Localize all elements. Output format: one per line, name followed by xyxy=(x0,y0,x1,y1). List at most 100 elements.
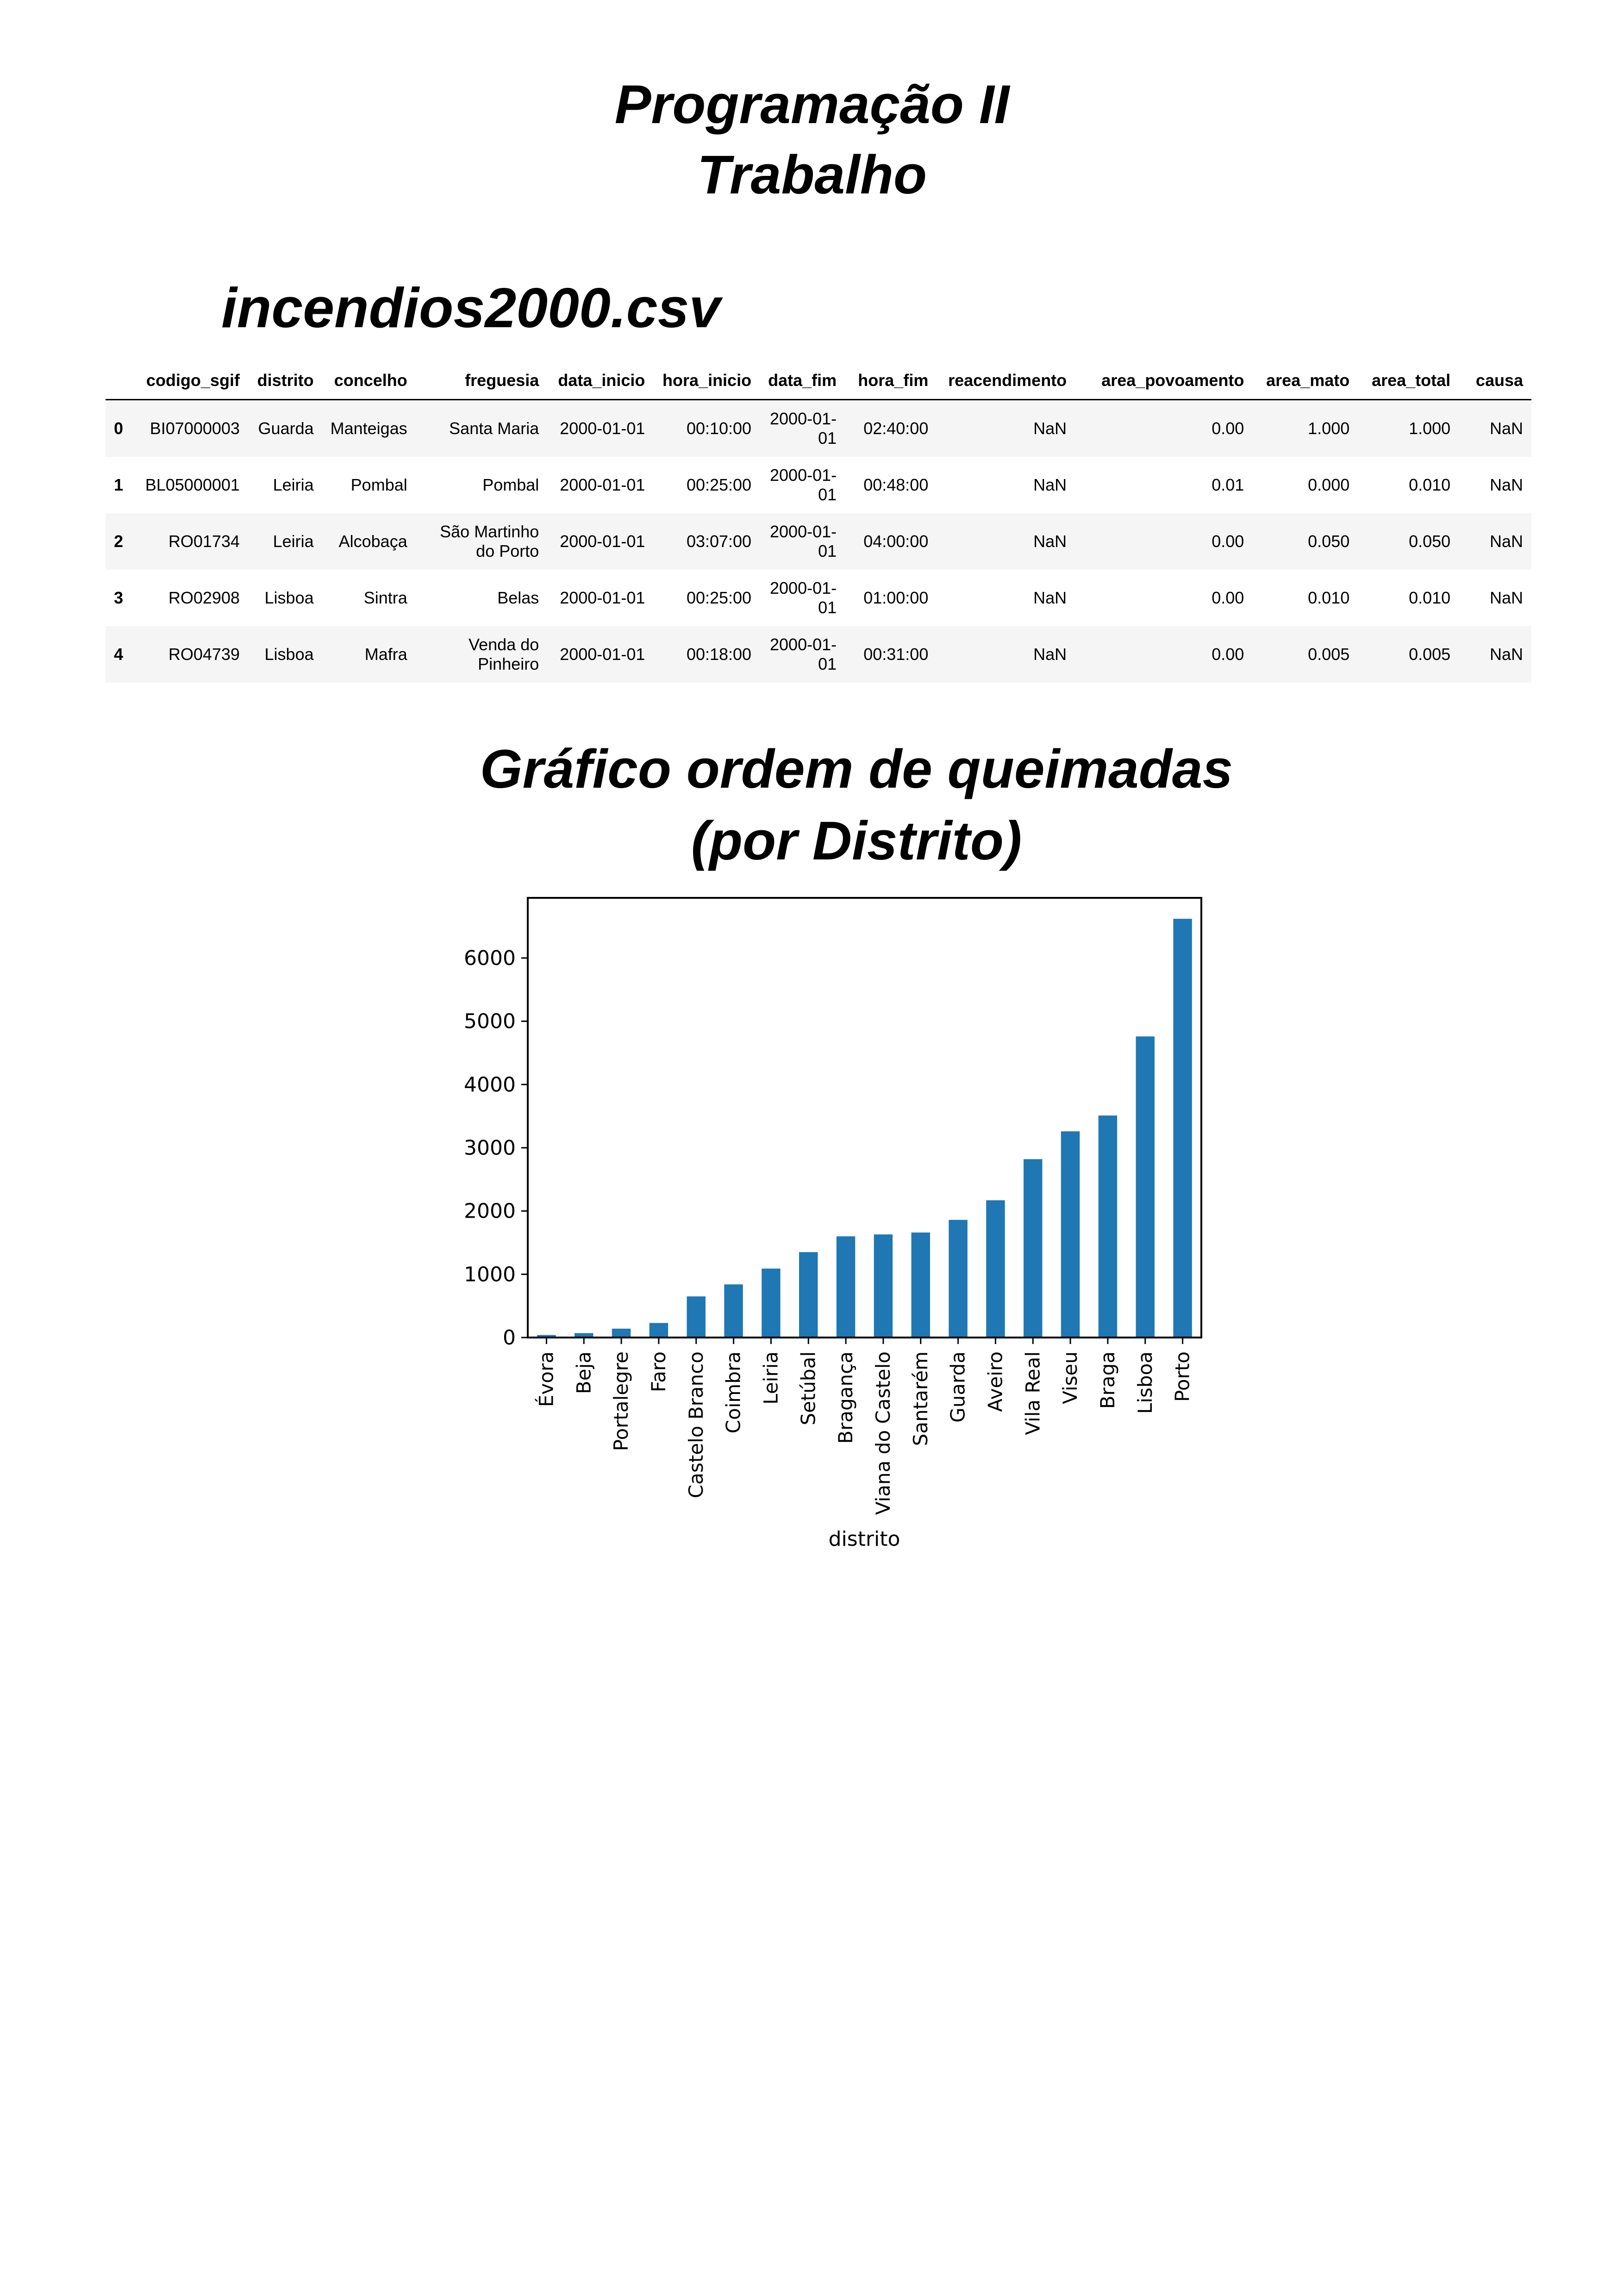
cell-data-inicio: 2000-01-01 xyxy=(560,645,645,664)
cell-distrito: Guarda xyxy=(258,419,314,438)
header-index xyxy=(106,362,133,400)
cell-area-mato: 0.005 xyxy=(1308,645,1350,664)
bar xyxy=(649,1323,668,1338)
cell-area-mato: 0.000 xyxy=(1308,475,1350,494)
cell-area-povoamento: 0.00 xyxy=(1212,645,1244,664)
bar xyxy=(1098,1115,1118,1338)
cell-data-fim: 2000-01-01 xyxy=(770,635,837,673)
cell-area-povoamento: 0.01 xyxy=(1212,475,1244,494)
row-index: 0 xyxy=(114,419,124,438)
cell-area-total: 1.000 xyxy=(1409,419,1451,438)
x-tick-label: Faro xyxy=(647,1351,670,1392)
header-concelho: concelho xyxy=(322,362,416,400)
cell-concelho: Mafra xyxy=(364,645,407,664)
y-tick-label: 2000 xyxy=(464,1200,516,1223)
header-hora-fim: hora_fim xyxy=(845,362,937,400)
bar xyxy=(1061,1131,1080,1338)
cell-area-total: 0.050 xyxy=(1409,532,1451,551)
cell-hora-fim: 01:00:00 xyxy=(863,588,929,607)
header-area-povoamento: area_povoamento xyxy=(1075,362,1253,400)
x-tick-label: Coimbra xyxy=(722,1351,745,1433)
cell-hora-inicio: 00:18:00 xyxy=(686,645,752,664)
bar xyxy=(836,1236,856,1338)
cell-hora-inicio: 00:10:00 xyxy=(686,419,752,438)
row-index: 3 xyxy=(114,588,124,607)
header-data-fim: data_fim xyxy=(760,362,845,400)
x-tick-label: Aveiro xyxy=(984,1351,1006,1412)
cell-concelho: Sintra xyxy=(363,588,407,607)
cell-data-fim: 2000-01-01 xyxy=(770,466,837,504)
cell-freguesia: Pombal xyxy=(482,475,539,494)
x-tick-label: Beja xyxy=(572,1351,595,1394)
x-tick-label: Vila Real xyxy=(1021,1351,1044,1435)
cell-codigo-sgif: BL05000001 xyxy=(145,475,240,494)
document-title-line-1: Programação II xyxy=(614,74,1010,135)
cell-area-mato: 1.000 xyxy=(1308,419,1350,438)
cell-causa: NaN xyxy=(1489,475,1523,494)
cell-data-fim: 2000-01-01 xyxy=(770,579,837,617)
y-tick-label: 6000 xyxy=(464,946,516,970)
x-tick-label: Setúbal xyxy=(797,1351,819,1425)
cell-data-inicio: 2000-01-01 xyxy=(560,588,645,607)
y-tick-label: 3000 xyxy=(464,1136,516,1160)
cell-area-povoamento: 0.00 xyxy=(1212,588,1244,607)
cell-codigo-sgif: RO01734 xyxy=(168,532,240,551)
cell-area-total: 0.010 xyxy=(1409,475,1451,494)
x-tick-label: Lisboa xyxy=(1134,1351,1156,1414)
x-tick-label: Bragança xyxy=(834,1351,857,1444)
x-axis-label: distrito xyxy=(829,1527,900,1551)
bar xyxy=(986,1200,1005,1338)
bar xyxy=(1024,1159,1043,1338)
cell-data-inicio: 2000-01-01 xyxy=(560,532,645,551)
header-codigo-sgif: codigo_sgif xyxy=(133,362,248,400)
x-tick-label: Viseu xyxy=(1059,1351,1081,1404)
bar xyxy=(537,1335,556,1338)
cell-reacendimento: NaN xyxy=(1033,419,1067,438)
cell-distrito: Lisboa xyxy=(264,588,314,607)
cell-data-fim: 2000-01-01 xyxy=(770,522,837,560)
header-data-inicio: data_inicio xyxy=(547,362,654,400)
table-row: 0 BI07000003 Guarda Manteigas Santa Mari… xyxy=(106,399,1531,457)
cell-freguesia: Santa Maria xyxy=(449,419,539,438)
cell-reacendimento: NaN xyxy=(1033,588,1067,607)
cell-freguesia: Venda do Pinheiro xyxy=(468,635,539,673)
chart-heading-line-1: Gráfico ordem de queimadas xyxy=(480,739,1233,800)
x-axis: Évora Beja Portalegre Faro Castelo Branco Coi… xyxy=(534,1338,1194,1515)
file-heading: incendios2000.csv xyxy=(221,276,721,339)
cell-hora-inicio: 00:25:00 xyxy=(686,475,752,494)
bar xyxy=(1136,1036,1155,1338)
y-axis: 0 1000 2000 3000 4000 5000 6000 xyxy=(464,946,528,1350)
cell-codigo-sgif: BI07000003 xyxy=(150,419,240,438)
bar xyxy=(949,1220,968,1338)
cell-causa: NaN xyxy=(1489,588,1523,607)
cell-causa: NaN xyxy=(1489,645,1523,664)
x-tick-label: Leiria xyxy=(759,1351,782,1405)
y-tick-label: 0 xyxy=(503,1326,516,1350)
bar xyxy=(724,1284,743,1338)
table-row: 3 RO02908 Lisboa Sintra Belas 2000-01-01… xyxy=(106,570,1531,626)
y-tick-label: 5000 xyxy=(464,1010,516,1033)
cell-reacendimento: NaN xyxy=(1033,475,1067,494)
cell-hora-fim: 00:48:00 xyxy=(863,475,929,494)
x-tick-label: Guarda xyxy=(947,1351,969,1423)
document-title: Programação II Trabalho xyxy=(0,69,1624,210)
header-causa: causa xyxy=(1459,362,1531,400)
cell-concelho: Pombal xyxy=(350,475,407,494)
cell-distrito: Lisboa xyxy=(264,645,314,664)
cell-reacendimento: NaN xyxy=(1033,645,1067,664)
header-area-total: area_total xyxy=(1358,362,1459,400)
cell-hora-fim: 04:00:00 xyxy=(863,532,929,551)
row-index: 1 xyxy=(114,475,124,494)
bar xyxy=(762,1269,781,1338)
x-tick-label: Viana do Castelo xyxy=(872,1351,894,1515)
cell-codigo-sgif: RO04739 xyxy=(168,645,240,664)
cell-hora-fim: 02:40:00 xyxy=(863,419,929,438)
cell-area-povoamento: 0.00 xyxy=(1212,419,1244,438)
row-index: 4 xyxy=(114,645,124,664)
x-tick-label: Portalegre xyxy=(610,1351,632,1451)
plot-frame xyxy=(527,897,1202,1338)
table-row: 1 BL05000001 Leiria Pombal Pombal 2000-0… xyxy=(106,457,1531,513)
bar xyxy=(874,1234,893,1338)
bar xyxy=(687,1296,706,1338)
